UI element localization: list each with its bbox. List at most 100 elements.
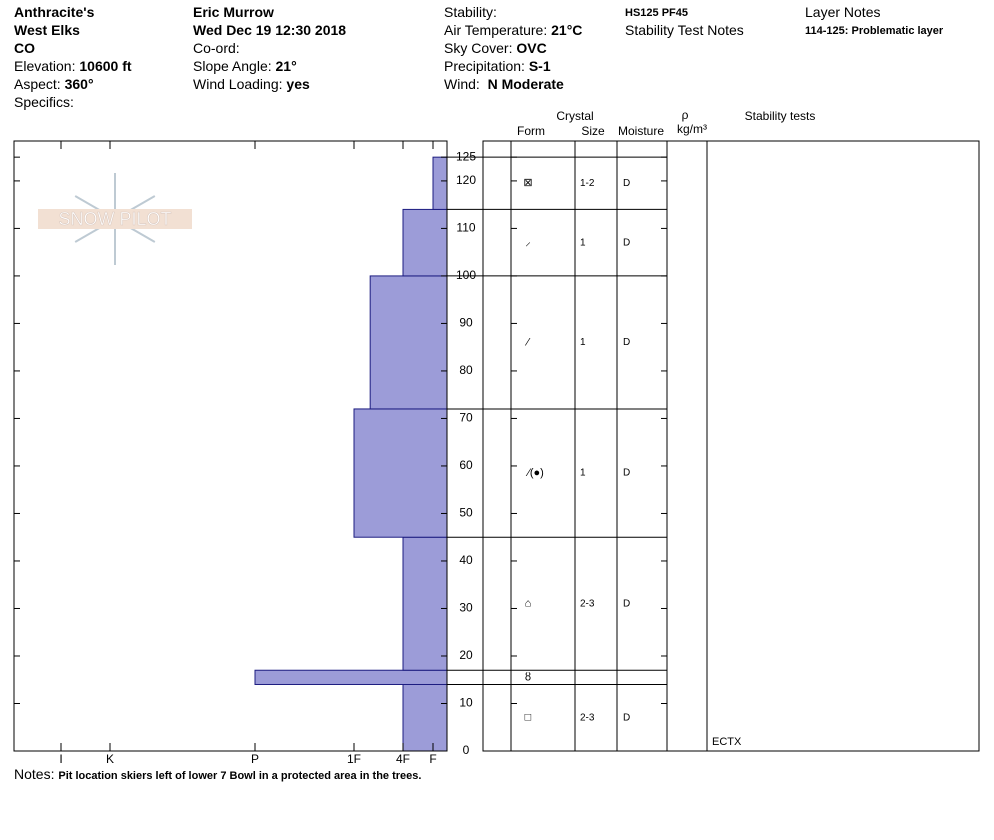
hardness-bar: [402, 683, 448, 752]
header-field: Slope Angle: 21°: [193, 57, 297, 75]
layer-notes: 114-125: Problematic layer: [805, 25, 944, 37]
column-header: Form: [517, 124, 545, 138]
header-field: Air Temperature: 21°C: [444, 21, 582, 39]
field-value: N Moderate: [487, 76, 564, 92]
header-field: West Elks: [14, 21, 80, 39]
layer-form: ⸝: [525, 237, 531, 249]
summary: HS125 PF45: [625, 7, 688, 19]
notes: Notes: Pit location skiers left of lower…: [14, 765, 421, 785]
layer-moisture: D: [623, 237, 630, 248]
hardness-bar: [369, 275, 448, 410]
layer-moisture: D: [623, 178, 630, 189]
layer-form: ⁄: [524, 336, 531, 348]
y-tick-label: 50: [459, 506, 473, 520]
layer-size: 2-3: [580, 712, 595, 723]
layer-moisture: D: [623, 337, 630, 348]
layer-moisture: D: [623, 468, 630, 479]
layer-size: 2-3: [580, 598, 595, 609]
field-value: Anthracite's: [14, 4, 95, 20]
y-tick-label: 0: [463, 743, 470, 757]
hardness-bar: [254, 669, 448, 685]
field-value: Wed Dec 19 12:30 2018: [193, 22, 347, 38]
field-label: Co-ord:: [193, 40, 240, 56]
column-header: Crystal: [556, 109, 593, 123]
x-tick-label: 4F: [396, 752, 410, 766]
y-tick-label: 110: [456, 221, 475, 235]
layer-form: ⌂: [525, 598, 532, 610]
field-label: Slope Angle:: [193, 58, 272, 74]
layer-form: ⊠: [523, 177, 532, 189]
hardness-bar: [432, 156, 448, 210]
y-tick-label: 20: [459, 648, 473, 662]
field-value: OVC: [516, 40, 547, 56]
field-value: S-1: [528, 58, 551, 74]
chart-frame: [13, 140, 448, 752]
hardness-bar: [353, 408, 448, 538]
field-label: Air Temperature:: [444, 22, 548, 38]
header-field: Aspect: 360°: [14, 75, 94, 93]
layer-notes-title: Layer Notes: [805, 4, 881, 20]
header-field: CO: [14, 39, 35, 57]
x-tick-label: P: [251, 752, 259, 766]
layer-size: 1: [580, 237, 586, 248]
stability-test: ECTX: [712, 736, 742, 748]
header-field: Eric Murrow: [193, 3, 274, 21]
hardness-bar: [402, 536, 448, 671]
logo-band: [38, 209, 192, 229]
field-label: Precipitation:: [444, 58, 525, 74]
field-value: 360°: [64, 76, 94, 92]
layer-size: 1-2: [580, 178, 595, 189]
field-value: yes: [286, 76, 310, 92]
x-tick-label: 1F: [347, 752, 361, 766]
field-value: Eric Murrow: [193, 4, 274, 20]
y-tick-label: 120: [456, 173, 476, 187]
field-label: Sky Cover:: [444, 40, 513, 56]
y-tick-label: 70: [459, 411, 473, 425]
x-tick-label: K: [106, 752, 114, 766]
column-header: Size: [581, 124, 605, 138]
field-label: Aspect:: [14, 76, 61, 92]
y-tick-label: 60: [459, 458, 473, 472]
header-field: Anthracite's: [14, 3, 94, 21]
field-label: Stability:: [444, 4, 497, 20]
notes-text: Pit location skiers left of lower 7 Bowl…: [58, 770, 422, 782]
header-field: Wind Loading: yes: [193, 75, 310, 93]
layer-form: ȣ: [525, 671, 531, 683]
header-field: Elevation: 10600 ft: [14, 57, 132, 75]
y-tick-label: 40: [459, 553, 473, 567]
field-label: Wind:: [444, 76, 484, 92]
field-value: CO: [14, 40, 35, 56]
header-field: Sky Cover: OVC: [444, 39, 547, 57]
x-tick-label: F: [429, 752, 436, 766]
column-header: kg/m³: [677, 122, 707, 136]
x-tick-label: I: [59, 752, 62, 766]
table-frame: [482, 140, 980, 752]
field-value: West Elks: [14, 22, 80, 38]
y-tick-label: 90: [459, 316, 473, 330]
layer-moisture: D: [623, 598, 630, 609]
y-tick-label: 80: [459, 363, 473, 377]
y-tick-label: 10: [459, 696, 473, 710]
field-label: Wind Loading:: [193, 76, 283, 92]
y-tick-label: 30: [459, 601, 473, 615]
header-field: Stability:: [444, 3, 497, 21]
field-value: 21°: [275, 58, 297, 74]
column-header: Moisture: [618, 124, 664, 138]
field-label: Specifics:: [14, 94, 74, 110]
field-value: 10600 ft: [79, 58, 132, 74]
header-field: Specifics:: [14, 93, 74, 111]
column-header: ρ: [682, 108, 689, 122]
layer-size: 1: [580, 337, 586, 348]
column-header: Stability tests: [745, 109, 816, 123]
logo-text: SNOW PILOT: [58, 209, 171, 229]
hardness-bar: [402, 208, 448, 277]
layer-size: 1: [580, 468, 586, 479]
y-tick-label: 100: [456, 268, 476, 282]
stability-notes-title: Stability Test Notes: [625, 22, 744, 38]
notes-label: Notes:: [14, 766, 55, 782]
field-value: 21°C: [551, 22, 583, 38]
layer-form: ⁄(●): [525, 467, 544, 479]
header-field: Co-ord:: [193, 39, 240, 57]
